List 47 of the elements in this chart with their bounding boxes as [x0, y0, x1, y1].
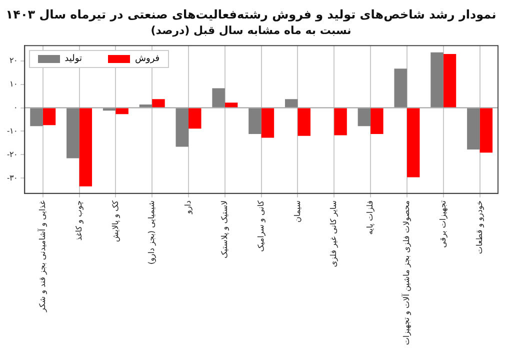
bar — [406, 108, 420, 178]
y-tick-label: -۲۰ — [6, 150, 18, 159]
y-tick-label: -۳۰ — [6, 173, 18, 182]
bar — [394, 68, 407, 108]
x-tick-label: محصولات فلزی بجز ماشین آلات و تجهیزات — [401, 200, 412, 345]
y-tick-label: ۲۰ — [10, 56, 18, 66]
bar — [430, 52, 444, 108]
x-tick-label: غذایی و آشامیدنی بجز قند و شکر — [36, 200, 47, 313]
legend-label: فروش — [135, 54, 160, 64]
x-tick-label: خودرو و قطعات — [474, 200, 484, 254]
bar — [188, 108, 202, 129]
bar — [212, 88, 225, 108]
x-tick-label: فلزات پایه — [366, 200, 375, 235]
bar — [30, 108, 43, 126]
chart-subtitle: نسبت به ماه مشابه سال قبل (درصد) — [150, 24, 352, 37]
bar — [224, 102, 238, 108]
bar — [298, 108, 310, 136]
bar — [176, 108, 189, 147]
x-tick-label: کک و پالایش — [110, 200, 120, 242]
x-tick-label: چوب و کاغذ — [74, 200, 84, 241]
bar — [467, 108, 480, 150]
chart-title: نمودار رشد شاخص‌های تولید و فروش رشته‌فعالیت‌های صنعتی در تیرماه سال ۱۴۰۳ — [6, 7, 496, 22]
bar — [66, 108, 80, 158]
x-tick-label: سیمان — [292, 200, 302, 222]
bar — [116, 108, 128, 114]
y-tick-label: ۰ — [14, 102, 18, 112]
bar — [285, 99, 298, 108]
y-tick-label: ۱۰ — [10, 80, 18, 89]
bar — [370, 108, 384, 134]
bar — [248, 108, 262, 134]
x-tick-label: شیمیایی (بجز دارو) — [147, 200, 156, 265]
bar — [79, 108, 92, 186]
x-tick-label: لاستیک و پلاستیک — [220, 200, 229, 258]
x-tick-label: تجهیزات برقی — [438, 200, 448, 248]
x-tick-label: سایر کانی غیر فلزی — [329, 200, 338, 268]
bar — [334, 108, 347, 136]
x-tick-label: دارو — [184, 200, 193, 215]
y-tick-label: -۱۰ — [6, 126, 18, 136]
bar — [261, 108, 274, 138]
bar — [443, 54, 456, 108]
bar — [139, 104, 152, 108]
x-tick-label: کانی و سرامیک — [256, 200, 266, 252]
bar — [358, 108, 371, 126]
bar — [480, 108, 493, 153]
legend-label: تولید — [64, 54, 82, 64]
bar — [42, 108, 56, 126]
bar — [152, 99, 165, 108]
